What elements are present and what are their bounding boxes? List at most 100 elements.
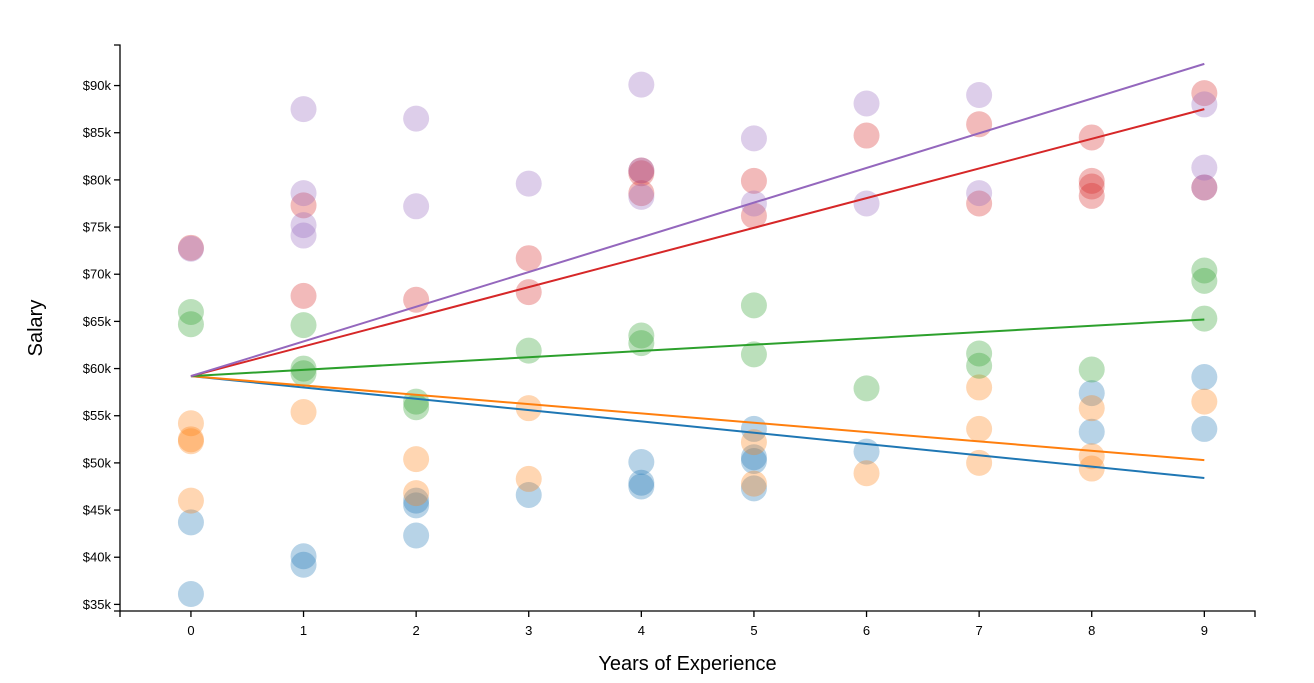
trend-line <box>190 318 1205 378</box>
data-point <box>628 71 655 98</box>
data-point <box>966 374 993 401</box>
y-tick-label: $45k <box>83 503 112 518</box>
y-axis-line <box>114 44 121 612</box>
data-point <box>628 183 655 210</box>
trend-line <box>190 108 1205 378</box>
trend-line <box>190 62 1205 378</box>
x-axis-ticks: 0 1 2 3 4 5 6 7 8 9 <box>187 611 1208 638</box>
data-point <box>1191 257 1218 284</box>
y-tick-label: $50k <box>83 455 112 470</box>
data-point <box>1191 305 1218 332</box>
x-tick-label: 4 <box>638 623 645 638</box>
data-point <box>628 157 655 184</box>
y-axis-ticks: $35k $40k $45k $50k $55k $60k $65k $70k $75k $80k… <box>83 78 120 612</box>
data-point <box>1191 174 1218 201</box>
data-point <box>1078 173 1105 200</box>
data-point <box>403 487 430 514</box>
data-point <box>290 355 317 382</box>
data-point <box>966 81 993 108</box>
y-tick-label: $85k <box>83 125 112 140</box>
data-point <box>403 105 430 132</box>
data-point <box>403 193 430 220</box>
data-point <box>740 167 767 194</box>
y-tick-label: $40k <box>83 550 112 565</box>
data-point <box>628 473 655 500</box>
data-point <box>628 160 655 187</box>
data-point <box>1078 395 1105 422</box>
data-point <box>515 279 542 306</box>
data-point <box>177 428 204 455</box>
data-point <box>1078 356 1105 383</box>
data-point <box>1078 455 1105 482</box>
data-point <box>177 234 204 261</box>
data-point <box>740 429 767 456</box>
data-point <box>628 448 655 475</box>
data-point <box>290 96 317 123</box>
data-point <box>966 190 993 217</box>
data-point <box>515 245 542 272</box>
data-point <box>177 410 204 437</box>
data-point <box>290 212 317 239</box>
data-point <box>177 509 204 536</box>
data-point <box>290 180 317 207</box>
x-tick-label: 8 <box>1088 623 1095 638</box>
axes <box>114 44 1256 617</box>
data-point <box>740 125 767 152</box>
data-point <box>1078 182 1105 209</box>
data-point <box>740 448 767 475</box>
x-tick-label: 0 <box>187 623 194 638</box>
y-tick-label: $75k <box>83 220 112 235</box>
data-point <box>290 282 317 309</box>
data-point <box>853 122 880 149</box>
y-tick-label: $35k <box>83 597 112 612</box>
data-point <box>1078 418 1105 445</box>
y-tick-label: $90k <box>83 78 112 93</box>
y-tick-label: $80k <box>83 172 112 187</box>
data-point <box>966 415 993 442</box>
data-point <box>1191 80 1218 107</box>
y-tick-label: $65k <box>83 314 112 329</box>
y-axis-title: Salary <box>25 300 47 357</box>
data-point <box>628 469 655 496</box>
x-tick-label: 1 <box>300 623 307 638</box>
data-point <box>177 311 204 338</box>
data-point <box>853 190 880 217</box>
data-point <box>1191 415 1218 442</box>
data-point <box>403 492 430 519</box>
data-points <box>177 71 1218 608</box>
data-point <box>966 352 993 379</box>
y-tick-label: $55k <box>83 408 112 423</box>
x-axis-line <box>119 610 1256 617</box>
data-point <box>1078 167 1105 194</box>
data-point <box>740 341 767 368</box>
data-point <box>628 322 655 349</box>
data-point <box>403 522 430 549</box>
x-tick-label: 3 <box>525 623 532 638</box>
data-point <box>1191 267 1218 294</box>
data-point <box>403 446 430 473</box>
data-point <box>515 170 542 197</box>
trend-line <box>190 375 1205 462</box>
data-point <box>515 395 542 422</box>
data-point <box>177 298 204 325</box>
data-point <box>1191 91 1218 118</box>
data-point <box>403 394 430 421</box>
data-point <box>1191 388 1218 415</box>
data-point <box>966 340 993 367</box>
data-point <box>290 398 317 425</box>
y-tick-label: $60k <box>83 361 112 376</box>
data-point <box>853 90 880 117</box>
data-point <box>628 157 655 184</box>
x-tick-label: 5 <box>750 623 757 638</box>
x-tick-label: 9 <box>1201 623 1208 638</box>
data-point <box>515 337 542 364</box>
data-point <box>290 222 317 249</box>
trend-line <box>190 375 1205 479</box>
data-point <box>740 470 767 497</box>
data-point <box>1078 380 1105 407</box>
data-point <box>290 312 317 339</box>
data-point <box>177 487 204 514</box>
data-point <box>403 286 430 313</box>
data-point <box>740 475 767 502</box>
